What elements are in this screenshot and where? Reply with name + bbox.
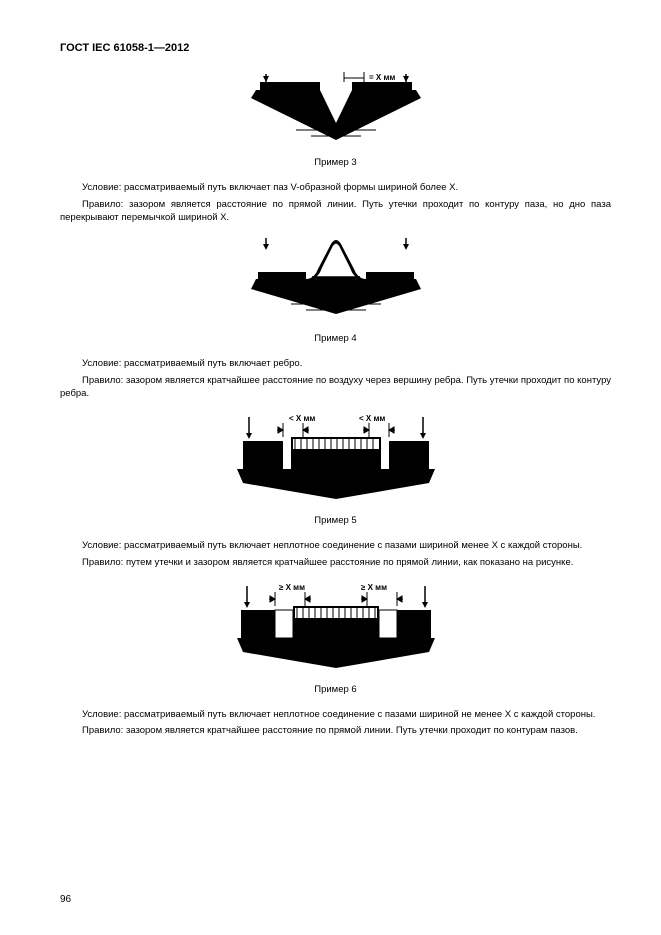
condition-6: Условие: рассматриваемый путь включает н…	[60, 709, 611, 722]
figure-4-caption: Пример 4	[60, 333, 611, 344]
figure-4	[60, 234, 611, 327]
figure-3: = X мм	[60, 68, 611, 151]
page-number: 96	[60, 894, 71, 905]
condition-5: Условие: рассматриваемый путь включает н…	[60, 540, 611, 553]
fig3-label: = X мм	[369, 73, 395, 82]
fig6-label-right: ≥ X мм	[361, 583, 387, 592]
text-block-4: Условие: рассматриваемый путь включает р…	[60, 358, 611, 400]
figure-6: ≥ X мм ≥ X мм	[60, 580, 611, 678]
text-block-5: Условие: рассматриваемый путь включает н…	[60, 540, 611, 570]
rule-4: Правило: зазором является кратчайшее рас…	[60, 375, 611, 401]
text-block-6: Условие: рассматриваемый путь включает н…	[60, 709, 611, 739]
figure-6-caption: Пример 6	[60, 684, 611, 695]
page: ГОСТ IEC 61058-1—2012 = X мм	[0, 0, 661, 935]
fig5-label-right: < X мм	[359, 414, 385, 423]
doc-header: ГОСТ IEC 61058-1—2012	[60, 42, 611, 54]
fig6-label-left: ≥ X мм	[279, 583, 305, 592]
rule-5: Правило: путем утечки и зазором является…	[60, 557, 611, 570]
figure-3-caption: Пример 3	[60, 157, 611, 168]
figure-5: < X мм < X мм	[60, 411, 611, 509]
rule-3: Правило: зазором является расстояние по …	[60, 199, 611, 225]
figure-5-caption: Пример 5	[60, 515, 611, 526]
rule-6: Правило: зазором является кратчайшее рас…	[60, 725, 611, 738]
condition-3: Условие: рассматриваемый путь включает п…	[60, 182, 611, 195]
text-block-3: Условие: рассматриваемый путь включает п…	[60, 182, 611, 224]
fig5-label-left: < X мм	[289, 414, 315, 423]
condition-4: Условие: рассматриваемый путь включает р…	[60, 358, 611, 371]
